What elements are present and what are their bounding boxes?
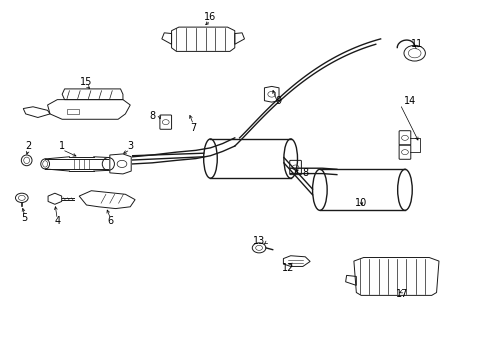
Text: 2: 2: [25, 141, 31, 151]
Text: 8: 8: [302, 168, 308, 178]
Text: 1: 1: [59, 141, 65, 151]
Text: 7: 7: [190, 123, 196, 133]
Text: 14: 14: [403, 96, 415, 107]
Text: 16: 16: [204, 13, 216, 22]
Text: 6: 6: [107, 216, 114, 226]
Text: 10: 10: [354, 198, 366, 208]
Text: 4: 4: [54, 216, 60, 226]
Text: 17: 17: [396, 289, 408, 299]
Text: 9: 9: [275, 96, 281, 107]
Text: 3: 3: [127, 141, 133, 151]
Text: 13: 13: [252, 236, 264, 246]
Text: 15: 15: [80, 77, 92, 87]
Text: 11: 11: [410, 39, 423, 49]
Text: 12: 12: [282, 262, 294, 273]
Text: 8: 8: [149, 111, 155, 121]
Text: 5: 5: [21, 212, 28, 222]
